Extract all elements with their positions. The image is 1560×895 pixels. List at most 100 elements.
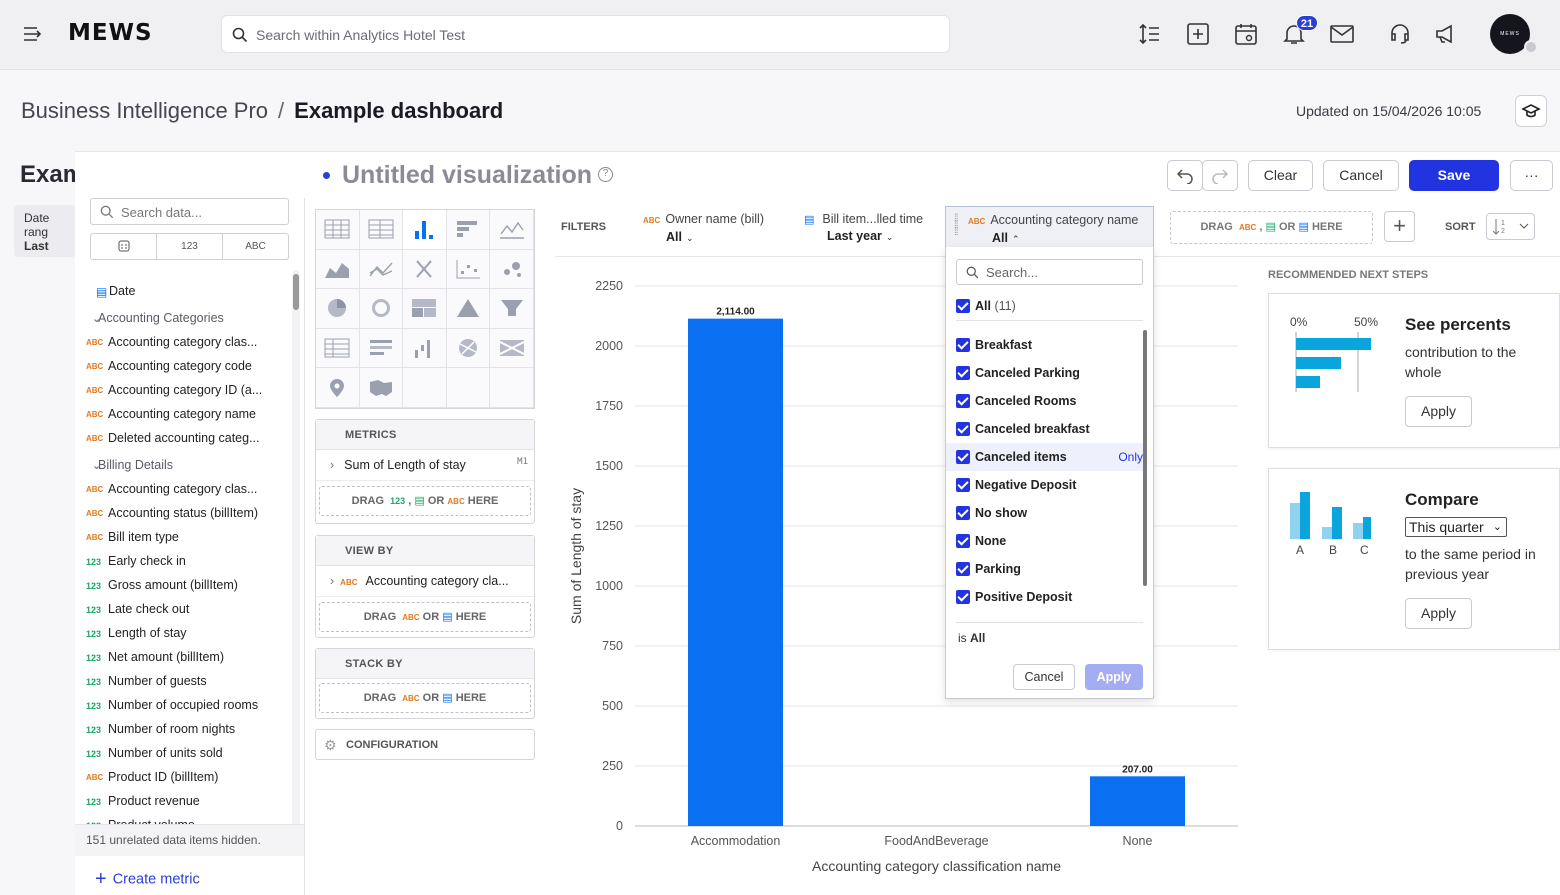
metric-item[interactable]: › Sum of Length of stay M1 (316, 450, 534, 481)
user-avatar[interactable]: MEWS (1490, 14, 1530, 54)
tab-date[interactable] (91, 234, 157, 259)
data-item[interactable]: ▤ Date (86, 280, 286, 302)
checkbox-checked-icon[interactable] (956, 338, 970, 352)
checkbox-checked-icon[interactable] (956, 590, 970, 604)
add-filter-button[interactable]: + (1384, 211, 1415, 242)
chart-type-pyramid[interactable] (446, 289, 491, 329)
data-item[interactable]: ABC Accounting category code (86, 355, 286, 377)
chart-type-bubble[interactable] (490, 249, 534, 290)
filter-option[interactable]: None (956, 533, 1143, 553)
tab-numeric[interactable]: 123 (157, 234, 223, 259)
chart-type-dependency[interactable] (446, 328, 491, 369)
chart-type-pie[interactable] (316, 289, 360, 329)
filter-bill-item-time[interactable]: ▤ Bill item...lled time Last year ⌄ (804, 211, 923, 245)
checkbox-checked-icon[interactable] (956, 506, 970, 520)
chart-type-bullet-bar[interactable] (359, 328, 404, 369)
checkbox-checked-icon[interactable] (956, 534, 970, 548)
undo-button[interactable] (1167, 160, 1203, 191)
data-item[interactable]: ABC Accounting status (billItem) (86, 502, 286, 524)
data-group-header[interactable]: ⌄Accounting Categories (86, 307, 286, 329)
compare-apply-button[interactable]: Apply (1405, 598, 1472, 629)
data-group-header[interactable]: ⌄Billing Details (86, 454, 286, 476)
view-by-item[interactable]: › ABC Accounting category cla... (316, 566, 534, 597)
academy-button[interactable] (1515, 95, 1547, 127)
data-item[interactable]: 123 Number of room nights (86, 718, 286, 740)
create-metric-link[interactable]: + Create metric (95, 868, 200, 891)
dropdown-scrollbar[interactable] (1143, 330, 1147, 586)
visualization-title[interactable]: Untitled visualization (342, 161, 593, 189)
breadcrumb-parent[interactable]: Business Intelligence Pro (21, 98, 269, 123)
configuration-section[interactable]: ⚙ CONFIGURATION (315, 729, 535, 760)
filter-owner-name[interactable]: ABC Owner name (bill) All ⌄ (643, 211, 764, 246)
data-item[interactable]: 123 Late check out (86, 598, 286, 620)
data-item[interactable]: ABC Bill item type (86, 526, 286, 548)
filter-option[interactable]: Negative Deposit (956, 477, 1143, 497)
cancel-button[interactable]: Cancel (1323, 160, 1399, 191)
data-item[interactable]: ABC Accounting category clas... (86, 331, 286, 353)
data-item[interactable]: 123 Product revenue (86, 790, 286, 812)
chart-type-area[interactable] (316, 249, 360, 290)
sort-lines-icon[interactable] (1138, 22, 1162, 46)
only-link[interactable]: Only (1118, 450, 1143, 464)
clear-button[interactable]: Clear (1248, 160, 1313, 191)
chart-type-headline[interactable] (359, 210, 404, 250)
chart-type-scatter[interactable] (446, 249, 491, 290)
data-item[interactable]: 123 Number of occupied rooms (86, 694, 286, 716)
chart-type-combo[interactable] (359, 249, 404, 290)
save-button[interactable]: Save (1409, 160, 1499, 191)
checkbox-checked-icon[interactable] (956, 394, 970, 408)
announcement-megaphone-icon[interactable] (1434, 22, 1458, 46)
view-by-drop-zone[interactable]: DRAG ABC OR ▤ HERE (319, 602, 531, 632)
data-list-scrollbar[interactable] (292, 270, 300, 826)
chart-bar[interactable] (688, 318, 783, 826)
data-item[interactable]: 123 Number of units sold (86, 742, 286, 764)
mail-icon[interactable] (1330, 22, 1354, 46)
metrics-drop-zone[interactable]: DRAG 123 , ▤ OR ABC HERE (319, 486, 531, 516)
data-item[interactable]: 123 Early check in (86, 550, 286, 572)
chart-bar[interactable] (1090, 776, 1185, 826)
filter-cancel-button[interactable]: Cancel (1013, 664, 1075, 690)
chart-type-funnel[interactable] (490, 289, 534, 329)
more-options-button[interactable]: ··· (1510, 160, 1553, 191)
compare-period-select[interactable]: This quarter ⌄ (1405, 517, 1507, 537)
chart-type-sankey[interactable] (490, 328, 534, 369)
data-item[interactable]: 123 Net amount (billItem) (86, 646, 286, 668)
chart-type-bullet[interactable] (403, 249, 447, 290)
filter-option[interactable]: Positive Deposit (956, 589, 1143, 609)
checkbox-checked-icon[interactable] (956, 422, 970, 436)
calendar-eye-icon[interactable] (1234, 22, 1258, 46)
data-search-input[interactable]: Search data... (90, 198, 289, 225)
checkbox-checked-icon[interactable] (956, 562, 970, 576)
filter-option[interactable]: Canceled items Only (946, 443, 1143, 471)
chart-type-column[interactable] (403, 210, 447, 250)
stack-by-drop-zone[interactable]: DRAG ABC OR ▤ HERE (319, 683, 531, 713)
chart-type-table[interactable] (316, 210, 360, 250)
filter-dropdown-search[interactable]: Search... (956, 259, 1143, 285)
add-square-icon[interactable] (1186, 22, 1210, 46)
filter-option[interactable]: Parking (956, 561, 1143, 581)
mews-logo[interactable]: MEWS (68, 20, 153, 46)
chart-type-geo-area[interactable] (359, 368, 404, 408)
filter-option[interactable]: Canceled Parking (956, 365, 1143, 385)
help-icon[interactable]: ? (598, 167, 613, 182)
data-item[interactable]: ABC Accounting category clas... (86, 478, 286, 500)
global-search-input[interactable]: Search within Analytics Hotel Test (221, 15, 950, 53)
chart-type-treemap[interactable] (403, 289, 447, 329)
see-percents-apply-button[interactable]: Apply (1405, 396, 1472, 427)
chart-type-heatmap[interactable] (316, 328, 360, 369)
redo-button[interactable] (1202, 160, 1238, 191)
checkbox-checked-icon[interactable] (956, 366, 970, 380)
filter-apply-button[interactable]: Apply (1085, 664, 1143, 690)
drag-handle-icon[interactable]: ⁞⁞ ⁞⁞ ⁞⁞ (954, 213, 958, 238)
data-item[interactable]: 123 Gross amount (billItem) (86, 574, 286, 596)
checkbox-checked-icon[interactable] (956, 478, 970, 492)
filter-option[interactable]: Canceled breakfast (956, 421, 1143, 441)
filter-option[interactable]: Breakfast (956, 337, 1143, 357)
filter-option[interactable]: Canceled Rooms (956, 393, 1143, 413)
support-headset-icon[interactable] (1388, 22, 1412, 46)
tab-text[interactable]: ABC (245, 241, 266, 252)
data-item[interactable]: ABC Product ID (billItem) (86, 766, 286, 788)
data-list-scrollbar-thumb[interactable] (293, 274, 299, 310)
filter-option[interactable]: No show (956, 505, 1143, 525)
